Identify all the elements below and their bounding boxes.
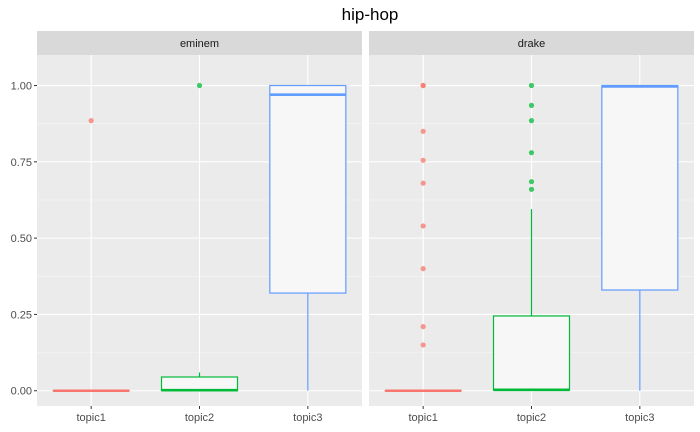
outlier-point <box>420 266 426 272</box>
outlier-point <box>196 82 203 89</box>
outlier-point <box>528 82 535 89</box>
strip-label: drake <box>518 38 546 50</box>
panels: eminem topic1 topic2 topic3 drake topic1 topic… <box>37 31 694 424</box>
x-tick-label: topic2 <box>185 412 214 424</box>
chart-title: hip-hop <box>342 5 399 24</box>
strip-label: eminem <box>180 38 219 50</box>
outlier-point <box>420 157 426 163</box>
box-topic2 <box>492 82 571 392</box>
outlier-point <box>420 342 426 348</box>
box-topic3 <box>601 84 679 391</box>
outlier-point <box>528 150 535 156</box>
box-topic1 <box>384 82 462 393</box>
y-tick-label: 0.25 <box>11 309 32 321</box>
y-tick-label: 0.75 <box>11 157 32 169</box>
outlier-point <box>528 186 535 192</box>
outlier-point <box>88 118 94 124</box>
y-tick-label: 0.50 <box>11 233 32 245</box>
x-tick-label: topic1 <box>408 412 437 424</box>
outlier-point <box>420 324 426 330</box>
box-body <box>269 84 347 294</box>
strip-background <box>369 31 694 55</box>
outlier-point <box>420 180 426 186</box>
outlier-point <box>420 128 426 134</box>
panel-eminem: eminem topic1 topic2 topic3 <box>37 31 362 424</box>
outlier-point <box>528 118 535 124</box>
outlier-point <box>528 179 535 185</box>
x-tick-label: topic2 <box>517 412 546 424</box>
y-axis: 0.00 0.25 0.50 0.75 1.00 <box>11 81 37 398</box>
x-tick-label: topic1 <box>76 412 105 424</box>
box-body <box>160 376 239 392</box>
box-topic2 <box>160 82 239 392</box>
outlier-point <box>528 102 535 108</box>
panel-drake: drake topic1 topic2 topic3 <box>369 31 694 424</box>
box-topic3 <box>269 84 347 391</box>
box-topic1 <box>52 118 130 393</box>
y-tick-label: 1.00 <box>11 81 32 93</box>
y-tick-label: 0.00 <box>11 386 32 398</box>
box-body <box>492 315 571 391</box>
outlier-point <box>420 223 426 229</box>
x-tick-label: topic3 <box>625 412 654 424</box>
outlier-point <box>420 82 426 89</box>
strip-background <box>37 31 362 55</box>
x-tick-label: topic3 <box>293 412 322 424</box>
box-body <box>601 84 679 291</box>
